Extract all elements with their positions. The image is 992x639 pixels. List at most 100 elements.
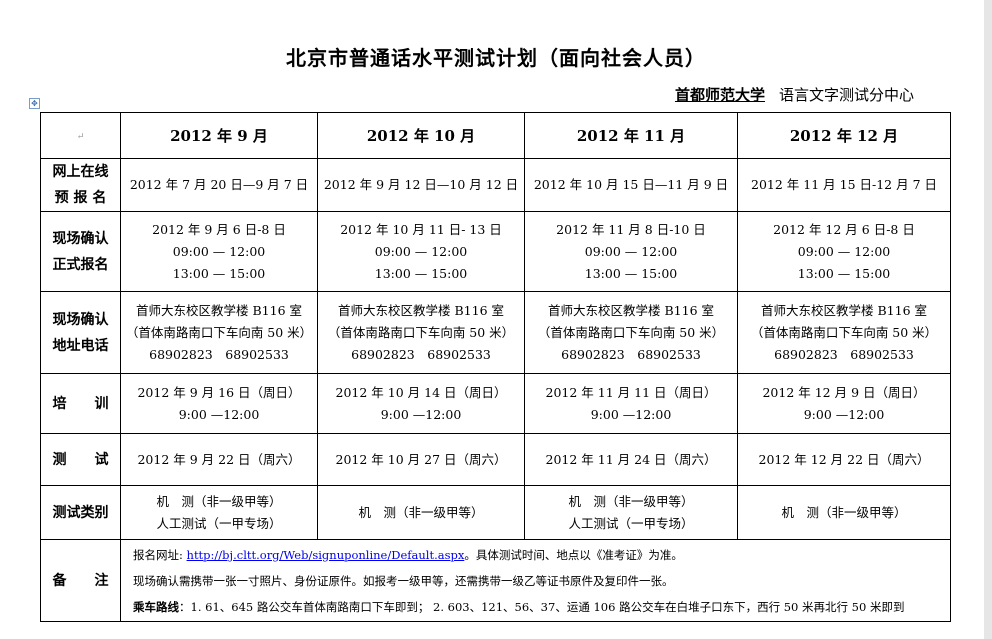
cell-line: 09:00 — 12:00: [374, 243, 468, 259]
row-onsite-address-phone: 现场确认地址电话 首师大东校区教学楼 B116 室 （首体南路南口下车向南 50 米…: [40, 291, 951, 374]
schedule-cell: 首师大东校区教学楼 B116 室 （首体南路南口下车向南 50 米） 6890282…: [737, 291, 951, 374]
cell-line: 2012 年 10 月 11 日- 13 日: [340, 221, 502, 237]
row-label-line: 现场确认: [52, 311, 109, 328]
cell-line: 首师大东校区教学楼 B116 室: [338, 302, 504, 318]
schedule-cell: 2012 年 7 月 20 日—9 月 7 日: [120, 158, 318, 212]
row-label-line: 正式报名: [52, 256, 109, 273]
schedule-cell: 机 测（非一级甲等） 人工测试（一甲专场）: [524, 485, 738, 540]
cell-line: 2012 年 11 月 15 日-12 月 7 日: [751, 177, 937, 192]
row-training: 培 训 2012 年 9 月 16 日（周日） 9:00 —12:00 2012 年 …: [40, 373, 951, 434]
schedule-cell: 2012 年 10 月 14 日（周日） 9:00 —12:00: [317, 373, 525, 434]
row-onsite-confirmation: 现场确认正式报名 2012 年 9 月 6 日-8 日 09:00 — 12:00 1…: [40, 211, 951, 292]
schedule-cell: 机 测（非一级甲等）: [317, 485, 525, 540]
notes-label: 备 注: [40, 539, 121, 622]
header-row: ↵ 2012 年 9 月 2012 年 10 月 2012 年 11 月 201…: [40, 112, 951, 159]
cell-line: 2012 年 12 月 6 日-8 日: [773, 221, 915, 237]
cell-line: 09:00 — 12:00: [172, 243, 266, 259]
cell-line: （首体南路南口下车向南 50 米）: [750, 324, 938, 340]
document-title: 北京市普通话水平测试计划（面向社会人员）: [286, 46, 706, 70]
schedule-cell: 2012 年 9 月 16 日（周日） 9:00 —12:00: [120, 373, 318, 434]
schedule-cell: 2012 年 10 月 15 日—11 月 9 日: [524, 158, 738, 212]
schedule-cell: 2012 年 11 月 11 日（周日） 9:00 —12:00: [524, 373, 738, 434]
cell-line: 2012 年 10 月 14 日（周日）: [335, 384, 507, 400]
cell-line: 机 测（非一级甲等）: [358, 504, 484, 520]
organization-line: 首都师范大学 语言文字测试分中心: [675, 84, 914, 105]
corner-cell: ↵: [40, 112, 121, 159]
cell-line: 2012 年 12 月 22 日（周六）: [758, 451, 930, 467]
schedule-cell: 2012 年 11 月 24 日（周六）: [524, 433, 738, 486]
cell-line: 2012 年 12 月 9 日（周日）: [762, 384, 926, 400]
row-label: 测 试: [40, 433, 121, 486]
row-label-line: 培 训: [52, 395, 109, 412]
header-month: 2012 年 10 月: [317, 112, 525, 159]
cell-line: 68902823 68902533: [774, 346, 914, 362]
cell-line: 9:00 —12:00: [803, 406, 885, 422]
cell-line: 首师大东校区教学楼 B116 室: [548, 302, 714, 318]
cell-line: 68902823 68902533: [351, 346, 491, 362]
row-label-line: 测试类别: [52, 504, 109, 521]
notes-line-2: 现场确认需携带一张一寸照片、身份证原件。如报考一级甲等，还需携带一级乙等证书原件…: [133, 573, 674, 588]
cell-line: 2012 年 9 月 6 日-8 日: [152, 221, 286, 237]
row-label: 测试类别: [40, 485, 121, 540]
schedule-cell: 2012 年 12 月 6 日-8 日 09:00 — 12:00 13:00 — …: [737, 211, 951, 292]
cell-line: 2012 年 11 月 11 日（周日）: [545, 384, 717, 400]
schedule-cell: 2012 年 9 月 22 日（周六）: [120, 433, 318, 486]
cell-line: 09:00 — 12:00: [797, 243, 891, 259]
table-move-handle-icon[interactable]: ✥: [29, 98, 40, 109]
schedule-cell: 2012 年 9 月 12 日—10 月 12 日: [317, 158, 525, 212]
cell-line: 09:00 — 12:00: [584, 243, 678, 259]
row-label: 网上在线预 报 名: [40, 158, 121, 212]
schedule-cell: 2012 年 11 月 15 日-12 月 7 日: [737, 158, 951, 212]
row-label: 现场确认 正式报名: [40, 211, 121, 292]
schedule-cell: 首师大东校区教学楼 B116 室 （首体南路南口下车向南 50 米） 6890282…: [524, 291, 738, 374]
cell-line: （首体南路南口下车向南 50 米）: [327, 324, 515, 340]
route-text: ：1. 61、645 路公交车首体南路南口下车即到； 2. 603、121、56…: [179, 599, 905, 614]
cell-line: 2012 年 9 月 12 日—10 月 12 日: [323, 177, 519, 192]
cell-line: （首体南路南口下车向南 50 米）: [537, 324, 725, 340]
cell-line: 首师大东校区教学楼 B116 室: [136, 302, 302, 318]
cell-line: 2012 年 11 月 24 日（周六）: [545, 451, 717, 467]
cell-line: 人工测试（一甲专场）: [156, 515, 282, 531]
cell-line: 2012 年 7 月 20 日—9 月 7 日: [129, 177, 309, 192]
row-label-line: 现场确认: [52, 230, 109, 247]
schedule-cell: 2012 年 10 月 27 日（周六）: [317, 433, 525, 486]
cell-line: 2012 年 9 月 16 日（周日）: [137, 384, 301, 400]
cell-line: 机 测（非一级甲等）: [568, 493, 694, 509]
schedule-cell: 2012 年 12 月 22 日（周六）: [737, 433, 951, 486]
cell-line: 9:00 —12:00: [380, 406, 462, 422]
cell-line: 首师大东校区教学楼 B116 室: [761, 302, 927, 318]
cell-line: 9:00 —12:00: [590, 406, 672, 422]
schedule-cell: 首师大东校区教学楼 B116 室 （首体南路南口下车向南 50 米） 6890282…: [317, 291, 525, 374]
cell-line: 68902823 68902533: [149, 346, 289, 362]
organization-name: 首都师范大学: [674, 86, 765, 104]
row-label-line: 预 报 名: [54, 190, 107, 206]
cell-line: 2012 年 9 月 22 日（周六）: [137, 451, 301, 467]
cell-line: 机 测（非一级甲等）: [156, 493, 282, 509]
row-test-type: 测试类别 机 测（非一级甲等） 人工测试（一甲专场） 机 测（非一级甲等） 机 测（非一…: [40, 485, 951, 540]
cell-line: 13:00 — 15:00: [172, 265, 266, 281]
schedule-cell: 机 测（非一级甲等）: [737, 485, 951, 540]
header-month: 2012 年 12 月: [737, 112, 951, 159]
row-notes: 备 注 报名网址: http://bj.cltt.org/Web/signupo…: [40, 539, 951, 622]
notes-line-1-text: 。具体测试时间、地点以《准考证》为准。: [464, 547, 683, 562]
schedule-cell: 2012 年 9 月 6 日-8 日 09:00 — 12:00 13:00 — 1…: [120, 211, 318, 292]
cell-line: 机 测（非一级甲等）: [781, 504, 907, 520]
schedule-cell: 机 测（非一级甲等） 人工测试（一甲专场）: [120, 485, 318, 540]
schedule-cell: 首师大东校区教学楼 B116 室 （首体南路南口下车向南 50 米） 6890282…: [120, 291, 318, 374]
cell-line: 13:00 — 15:00: [374, 265, 468, 281]
cell-line: 2012 年 10 月 27 日（周六）: [335, 451, 507, 467]
route-label: 乘车路线: [133, 599, 179, 614]
cell-line: 9:00 —12:00: [178, 406, 260, 422]
row-label-line: 地址电话: [52, 337, 109, 354]
notes-line-1: 报名网址: http://bj.cltt.org/Web/signuponlin…: [133, 542, 950, 568]
schedule-cell: 2012 年 12 月 9 日（周日） 9:00 —12:00: [737, 373, 951, 434]
row-label-line: 网上在线: [52, 164, 109, 180]
paragraph-mark-icon: ↵: [76, 131, 85, 142]
cell-line: 2012 年 10 月 15 日—11 月 9 日: [533, 177, 729, 192]
cell-line: 13:00 — 15:00: [584, 265, 678, 281]
organization-suffix: 语言文字测试分中心: [778, 86, 914, 104]
schedule-cell: 2012 年 11 月 8 日-10 日 09:00 — 12:00 13:00 —…: [524, 211, 738, 292]
registration-link[interactable]: http://bj.cltt.org/Web/signuponline/Defa…: [186, 547, 465, 562]
vertical-scrollbar[interactable]: [984, 0, 992, 639]
row-label-line: 测 试: [52, 451, 109, 468]
